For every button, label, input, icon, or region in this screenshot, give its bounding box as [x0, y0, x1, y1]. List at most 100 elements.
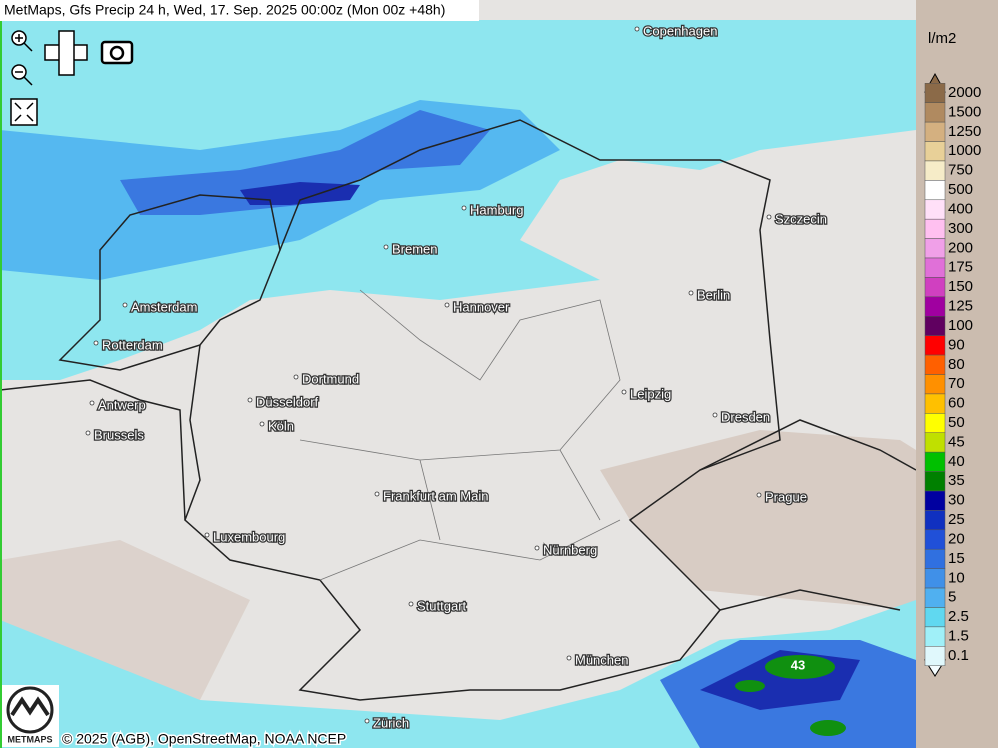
legend-label: 50 [948, 414, 965, 431]
legend-label: 60 [948, 395, 965, 412]
regions [299, 289, 621, 581]
legend-label: 150 [948, 278, 973, 295]
legend-label: 5 [948, 589, 956, 606]
city-dot [566, 655, 572, 661]
precip-area [120, 110, 490, 215]
city-label: Zürich [373, 715, 409, 730]
legend-swatch [924, 160, 946, 181]
precip-area [810, 720, 846, 736]
legend-label: 300 [948, 220, 973, 237]
legend-label: 1250 [948, 123, 981, 140]
legend-label: 70 [948, 375, 965, 392]
city-dot [408, 601, 414, 607]
city-label: Leipzig [630, 386, 671, 401]
legend-swatch [924, 141, 946, 162]
city-dot [383, 244, 389, 250]
city-dot [247, 397, 253, 403]
legend-swatch [924, 180, 946, 201]
legend-label: 1500 [948, 103, 981, 120]
legend-swatch [924, 548, 946, 569]
legend-swatch [924, 218, 946, 239]
city-label: Dortmund [302, 371, 359, 386]
legend-label: 1000 [948, 142, 981, 159]
legend-label: 90 [948, 336, 965, 353]
city-label: Berlin [697, 287, 730, 302]
legend-label: 30 [948, 492, 965, 509]
copyright: © 2025 (AGB), OpenStreetMap, NOAA NCEP [62, 731, 346, 747]
legend-swatch [924, 451, 946, 472]
legend-label: 35 [948, 472, 965, 489]
legend-swatch [924, 510, 946, 531]
city-label: Luxembourg [213, 529, 285, 544]
legend-swatch [924, 587, 946, 608]
legend: 2000 1500 1250 1000 750 500 400 300 200 175 150 125… [924, 83, 981, 666]
legend-label: 200 [948, 239, 973, 256]
legend-label: 2.5 [948, 608, 969, 625]
city-label: Dresden [721, 409, 770, 424]
map-title: MetMaps, Gfs Precip 24 h, Wed, 17. Sep. … [4, 2, 445, 18]
legend-label: 500 [948, 181, 973, 198]
zoom-in-button[interactable] [11, 30, 33, 52]
legend-swatch [924, 83, 946, 103]
city-dot [204, 532, 210, 538]
zoom-out-button[interactable] [11, 64, 33, 86]
max-value-label: 43 [791, 657, 805, 672]
borders [0, 119, 917, 701]
screenshot-button[interactable] [100, 40, 134, 65]
legend-swatch [924, 316, 946, 336]
legend-label: 2000 [948, 84, 981, 101]
legend-label: 1.5 [948, 628, 969, 645]
legend-swatch [924, 568, 946, 589]
city-label: Antwerp [98, 397, 146, 412]
city-dot [634, 26, 640, 32]
legend-swatch [924, 432, 946, 453]
legend-unit: l/m2 [928, 30, 956, 47]
legend-swatch [924, 413, 946, 433]
legend-swatch [924, 257, 946, 278]
city-dot [93, 340, 99, 346]
city-labels: Copenhagen Hamburg Bremen Szczecin Amsterdam… [85, 22, 828, 732]
legend-swatch [924, 121, 946, 142]
pan-button[interactable] [44, 30, 88, 76]
city-dot [444, 302, 450, 308]
legend-swatch [924, 296, 946, 317]
legend-swatch [924, 646, 946, 666]
city-dot [364, 718, 370, 724]
legend-label: 80 [948, 356, 965, 373]
legend-label: 10 [948, 569, 965, 586]
legend-swatch [924, 335, 946, 356]
legend-swatch [924, 626, 946, 647]
city-dot [461, 205, 467, 211]
city-label: Hamburg [470, 202, 523, 217]
city-label: Bremen [392, 241, 438, 256]
legend-label: 100 [948, 317, 973, 334]
legend-swatch [924, 277, 946, 298]
legend-label: 15 [948, 550, 965, 567]
legend-label: 45 [948, 433, 965, 450]
logo-text: METMAPS [8, 734, 53, 744]
legend-label: 20 [948, 530, 965, 547]
city-dot [766, 214, 772, 220]
legend-label: 750 [948, 162, 973, 179]
legend-label: 125 [948, 298, 973, 315]
legend-swatch [924, 490, 946, 511]
title-box [0, 0, 479, 21]
city-dot [712, 412, 718, 418]
legend-label: 40 [948, 453, 965, 470]
precip-area [765, 655, 835, 679]
city-dot [122, 302, 128, 308]
city-label: Hannover [453, 299, 510, 314]
frame-edge [0, 0, 2, 748]
city-dot [259, 421, 265, 427]
legend-swatch [924, 238, 946, 259]
city-dot [85, 430, 91, 436]
city-dot [688, 290, 694, 296]
logo: METMAPS [2, 685, 59, 747]
city-label: Stuttgart [417, 598, 467, 613]
fullscreen-button[interactable] [10, 98, 38, 126]
city-label: Frankfurt am Main [383, 488, 488, 503]
city-dot [374, 491, 380, 497]
city-label: München [575, 652, 628, 667]
city-label: Rotterdam [102, 337, 163, 352]
